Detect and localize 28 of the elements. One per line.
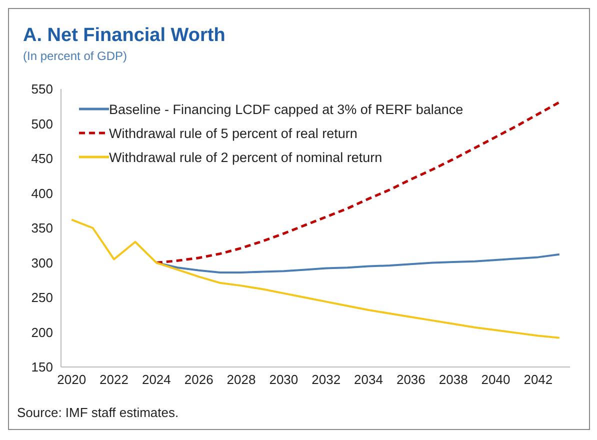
y-tick-label: 150 <box>31 360 53 375</box>
y-tick-label: 300 <box>31 255 53 270</box>
x-tick-label: 2034 <box>354 372 383 388</box>
y-tick-label: 550 <box>31 82 53 97</box>
x-tick-label: 2024 <box>142 372 171 388</box>
x-tick-label: 2030 <box>269 372 298 388</box>
x-tick-label: 2022 <box>100 372 128 388</box>
legend-label: Withdrawal rule of 5 percent of real return <box>109 126 358 140</box>
chart-title: A. Net Financial Worth <box>23 25 226 47</box>
x-tick-label: 2042 <box>524 372 553 388</box>
x-tick-label: 2036 <box>396 372 426 388</box>
x-tick-label: 2040 <box>481 372 510 388</box>
y-tick-label: 500 <box>31 116 53 132</box>
line-series <box>70 218 560 339</box>
chart-subtitle: (In percent of GDP) <box>23 49 128 63</box>
y-tick-label: 400 <box>31 186 53 201</box>
y-tick-label: 250 <box>31 290 53 306</box>
legend-label: Baseline - Financing LCDF capped at 3% of RERF balance <box>109 102 464 116</box>
x-tick-label: 2032 <box>312 372 341 388</box>
source-note: Source: IMF staff estimates. <box>17 405 179 420</box>
x-tick-label: 2028 <box>226 372 256 388</box>
legend-label: Withdrawal rule of 2 percent of nominal return <box>109 150 382 164</box>
y-tick-label: 200 <box>31 324 53 340</box>
x-tick-label: 2020 <box>57 372 86 388</box>
y-tick-label: 350 <box>31 220 53 236</box>
x-tick-label: 2038 <box>438 372 468 388</box>
y-tick-label: 450 <box>31 151 53 166</box>
x-tick-label: 2026 <box>184 372 214 388</box>
